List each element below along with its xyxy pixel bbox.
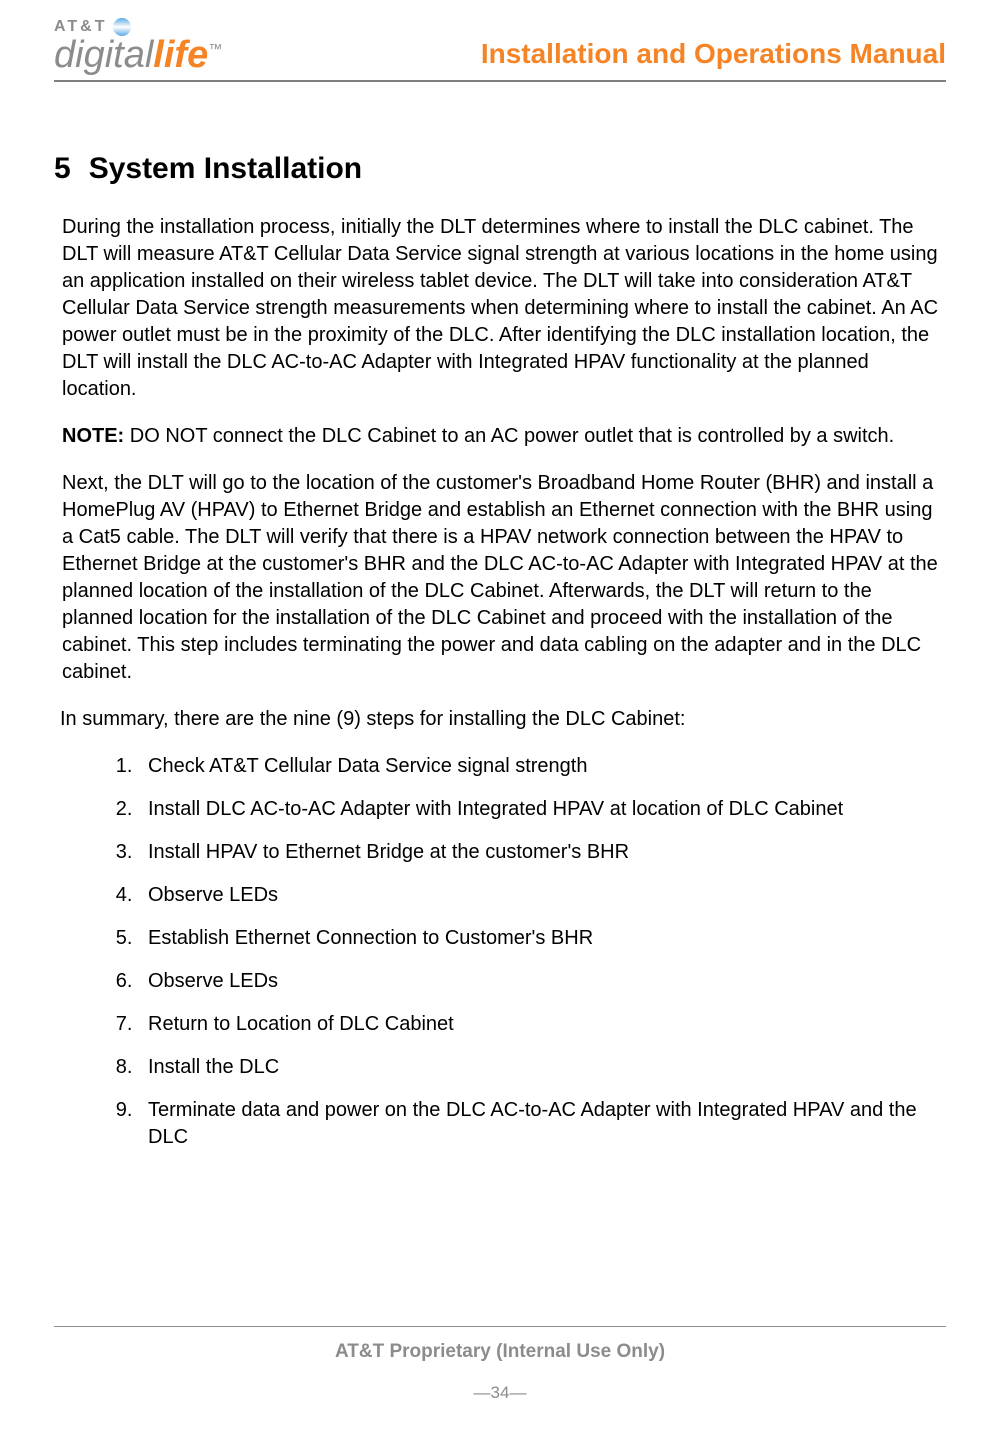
section-heading: 5 System Installation [54,152,946,186]
list-item: Observe LEDs [138,968,946,995]
section-title: System Installation [89,152,362,186]
page-header: AT&T digitallife™ Installation and Opera… [54,18,946,82]
list-item: Establish Ethernet Connection to Custome… [138,925,946,952]
document-page: AT&T digitallife™ Installation and Opera… [0,0,1000,1443]
paragraph-2: Next, the DLT will go to the location of… [62,470,946,686]
proprietary-notice: AT&T Proprietary (Internal Use Only) [54,1341,946,1363]
logo-word-life: life [153,34,208,76]
logo-digitallife: digitallife™ [54,36,222,74]
note-text: DO NOT connect the DLC Cabinet to an AC … [124,425,894,447]
att-digitallife-logo: AT&T digitallife™ [54,18,222,74]
page-footer: AT&T Proprietary (Internal Use Only) —34… [54,1326,946,1403]
list-item: Terminate data and power on the DLC AC-t… [138,1097,946,1151]
page-number: —34— [54,1383,946,1403]
steps-list: Check AT&T Cellular Data Service signal … [54,753,946,1151]
logo-word-digital: digital [54,34,153,76]
trademark-icon: ™ [208,40,222,56]
list-item: Check AT&T Cellular Data Service signal … [138,753,946,780]
paragraph-1: During the installation process, initial… [62,214,946,403]
note-paragraph: NOTE: DO NOT connect the DLC Cabinet to … [62,423,946,450]
page-content: 5 System Installation During the install… [54,82,946,1151]
logo-att-text: AT&T [54,19,107,35]
summary-intro: In summary, there are the nine (9) steps… [60,706,946,733]
list-item: Return to Location of DLC Cabinet [138,1011,946,1038]
footer-divider [54,1326,946,1327]
section-number: 5 [54,152,71,186]
manual-title: Installation and Operations Manual [481,38,946,74]
list-item: Install HPAV to Ethernet Bridge at the c… [138,839,946,866]
note-label: NOTE: [62,425,124,447]
list-item: Install the DLC [138,1054,946,1081]
list-item: Observe LEDs [138,882,946,909]
list-item: Install DLC AC-to-AC Adapter with Integr… [138,796,946,823]
